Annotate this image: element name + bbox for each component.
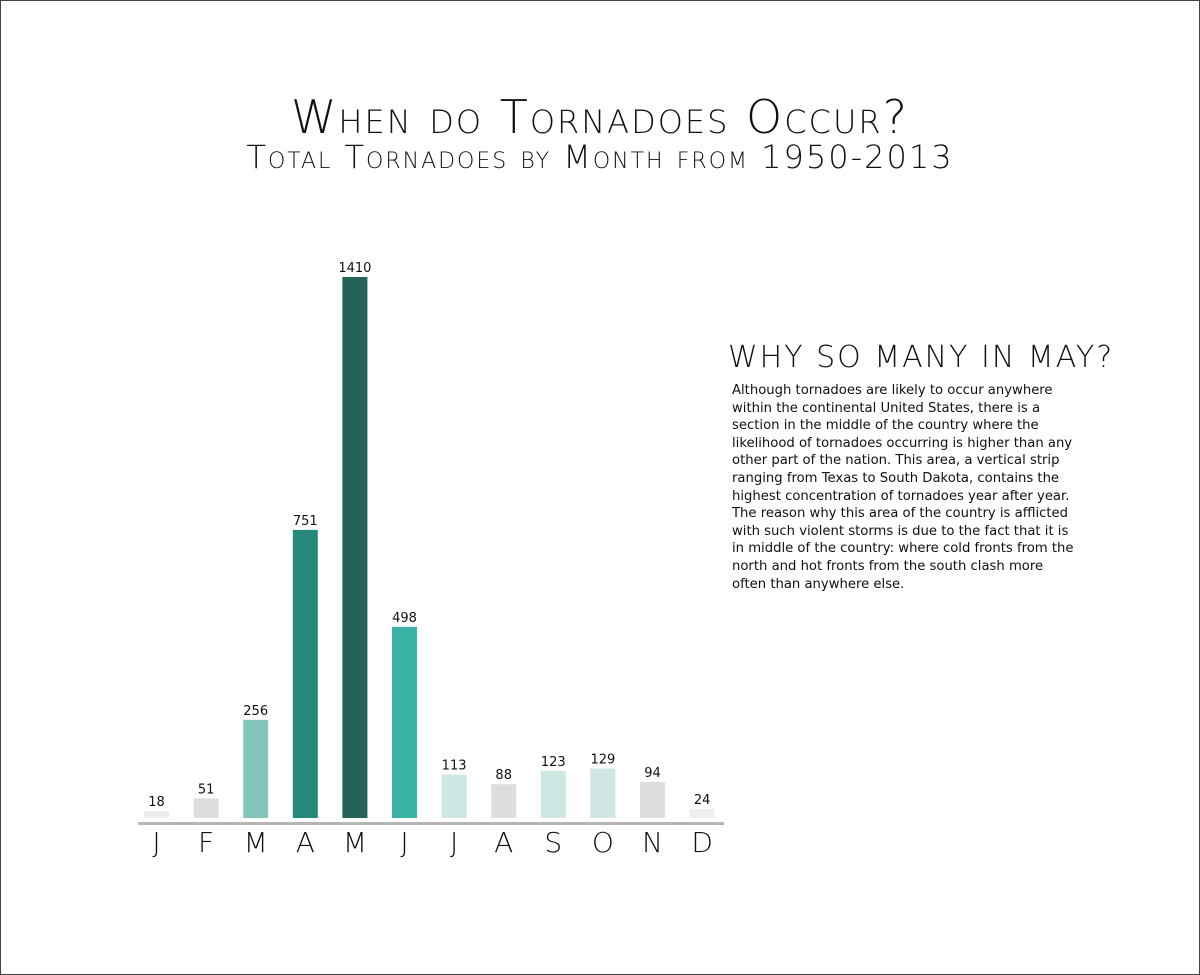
bar-11 xyxy=(689,808,715,818)
bar-1 xyxy=(193,798,219,818)
bar-8 xyxy=(540,770,566,818)
x-tick-label-1: F xyxy=(198,826,214,859)
x-tick-label-6: J xyxy=(450,826,458,859)
data-label-4: 1410 xyxy=(338,261,371,276)
data-label-9: 129 xyxy=(590,753,615,768)
x-tick-label-5: J xyxy=(400,826,408,859)
x-tick-label-2: M xyxy=(244,826,268,859)
sidebar-body: Although tornadoes are likely to occur a… xyxy=(732,383,1074,592)
x-tick-label-4: M xyxy=(343,826,367,859)
x-tick-label-11: D xyxy=(691,826,713,859)
bar-6 xyxy=(441,774,467,818)
bar-5 xyxy=(392,626,417,818)
data-label-1: 51 xyxy=(198,782,215,797)
bar-0 xyxy=(144,811,169,818)
x-tick-label-3: A xyxy=(296,826,315,859)
bar-4 xyxy=(342,277,368,818)
data-label-0: 18 xyxy=(148,795,165,810)
data-label-3: 751 xyxy=(293,514,318,529)
sidebar-heading: WHY SO MANY IN MAY? xyxy=(728,340,1115,375)
data-label-11: 24 xyxy=(694,793,711,808)
x-tick-label-7: A xyxy=(494,826,513,859)
bar-3 xyxy=(292,529,318,818)
chart-title: When do Tornadoes Occur? xyxy=(290,90,910,144)
x-tick-label-10: N xyxy=(642,826,663,859)
data-label-7: 88 xyxy=(495,768,512,783)
bar-10 xyxy=(640,781,665,818)
x-tick-label-0: J xyxy=(152,826,160,859)
x-axis-line xyxy=(138,822,724,825)
x-tick-label-9: O xyxy=(592,826,614,859)
bar-2 xyxy=(243,719,269,818)
bar-7 xyxy=(491,784,517,818)
chart-subtitle: Total Tornadoes by Month from 1950-2013 xyxy=(246,138,954,176)
data-label-6: 113 xyxy=(442,759,467,774)
data-label-10: 94 xyxy=(644,766,661,781)
x-tick-label-8: S xyxy=(544,826,562,859)
bar-9 xyxy=(590,768,616,818)
data-label-2: 256 xyxy=(243,704,268,719)
data-label-5: 498 xyxy=(392,611,417,626)
data-label-8: 123 xyxy=(541,755,566,770)
